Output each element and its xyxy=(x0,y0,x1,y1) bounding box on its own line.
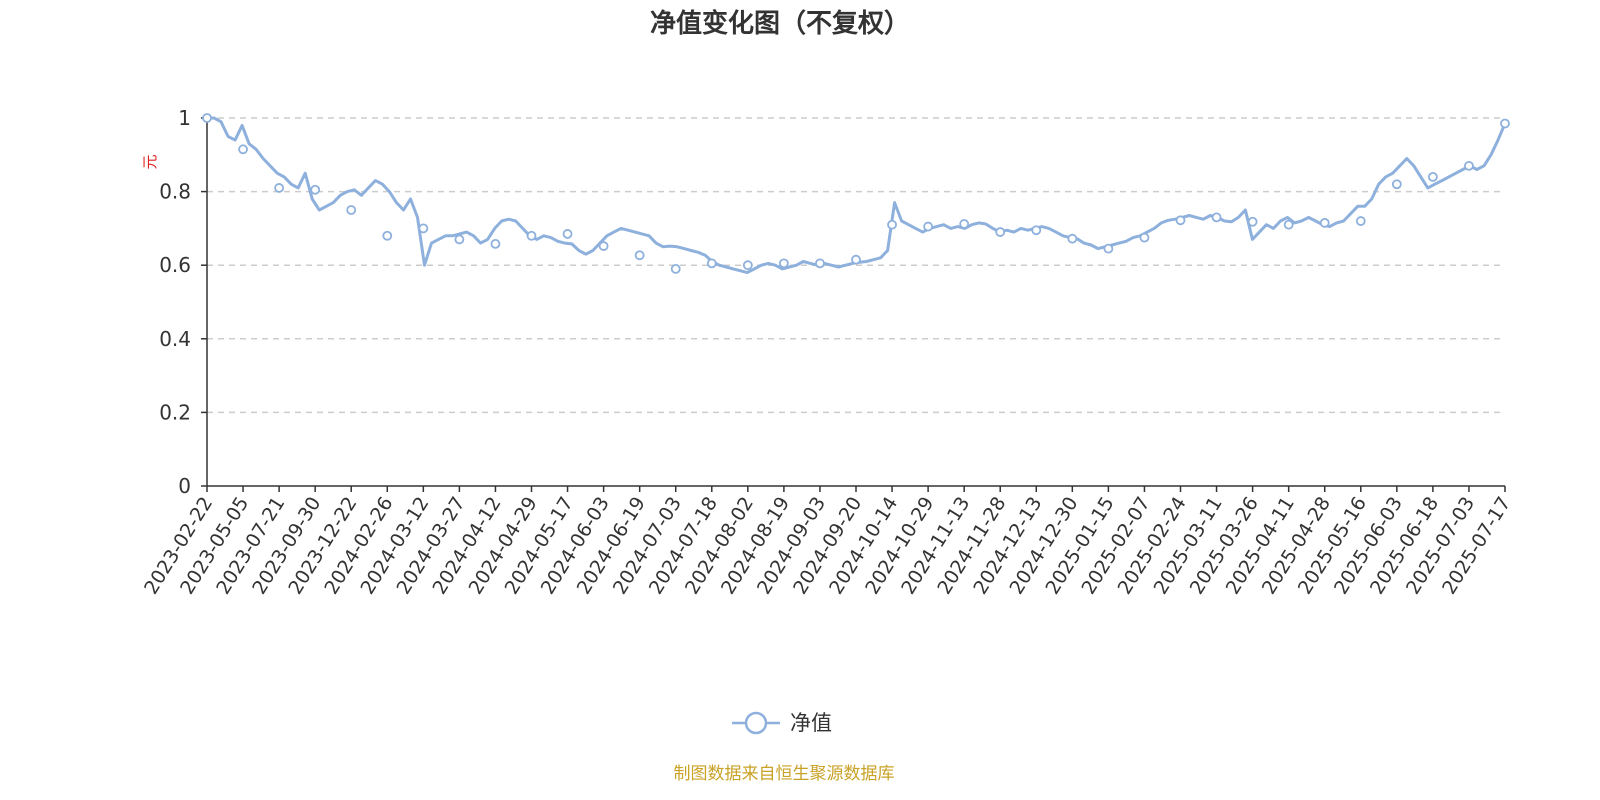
x-axis-ticks: 2023-02-222023-05-052023-07-212023-09-30… xyxy=(140,486,1515,598)
data-point[interactable] xyxy=(706,258,717,269)
data-point[interactable] xyxy=(1391,179,1402,190)
data-point[interactable] xyxy=(1500,118,1510,129)
data-point[interactable] xyxy=(1247,216,1258,227)
y-tick-label: 0.2 xyxy=(159,400,191,424)
y-tick-label: 0 xyxy=(178,474,191,498)
data-point[interactable] xyxy=(202,113,212,123)
grid-lines xyxy=(207,117,1505,414)
data-point[interactable] xyxy=(562,229,573,239)
data-point[interactable] xyxy=(959,219,970,229)
data-point[interactable] xyxy=(887,219,897,230)
data-point[interactable] xyxy=(1211,212,1222,223)
data-point[interactable] xyxy=(418,223,429,234)
y-axis-ticks: 0 0.2 0.4 0.6 0.8 1 xyxy=(159,106,207,498)
data-point[interactable] xyxy=(815,258,825,269)
data-point[interactable] xyxy=(1319,217,1330,228)
data-point[interactable] xyxy=(923,221,934,232)
data-point[interactable] xyxy=(1103,243,1114,254)
data-point[interactable] xyxy=(1283,219,1294,230)
data-point[interactable] xyxy=(1464,160,1474,171)
data-point[interactable] xyxy=(598,241,609,251)
data-point[interactable] xyxy=(1139,232,1150,243)
data-point[interactable] xyxy=(995,227,1006,237)
data-point[interactable] xyxy=(526,230,537,241)
legend-circle-icon xyxy=(744,711,768,735)
legend[interactable]: 净值 xyxy=(732,711,832,735)
data-point[interactable] xyxy=(670,263,681,274)
data-point[interactable] xyxy=(742,260,753,271)
data-point[interactable] xyxy=(1031,225,1042,236)
chart-title: 净值变化图（不复权） xyxy=(650,8,910,39)
y-tick-label: 0.4 xyxy=(159,327,191,351)
data-point[interactable] xyxy=(851,254,861,265)
data-point[interactable] xyxy=(310,184,321,195)
data-point[interactable] xyxy=(382,230,393,241)
data-point[interactable] xyxy=(274,183,285,193)
series-line-nav xyxy=(207,116,1507,275)
data-point[interactable] xyxy=(1067,233,1078,244)
data-point[interactable] xyxy=(1355,216,1366,226)
y-tick-label: 0.8 xyxy=(159,180,191,204)
y-axis-unit-label: 元 xyxy=(141,154,159,169)
data-source-note: 制图数据来自恒生聚源数据库 xyxy=(674,764,895,784)
data-point[interactable] xyxy=(1427,171,1438,182)
series-markers xyxy=(202,113,1510,274)
y-tick-label: 0.6 xyxy=(159,253,191,277)
data-point[interactable] xyxy=(634,250,645,261)
data-point[interactable] xyxy=(1175,215,1186,226)
data-point[interactable] xyxy=(238,144,248,155)
data-point[interactable] xyxy=(490,238,501,249)
y-tick-label: 1 xyxy=(178,106,191,130)
data-point[interactable] xyxy=(454,234,465,245)
data-point[interactable] xyxy=(346,205,357,215)
data-point[interactable] xyxy=(778,258,789,269)
legend-label-nav: 净值 xyxy=(790,711,832,735)
